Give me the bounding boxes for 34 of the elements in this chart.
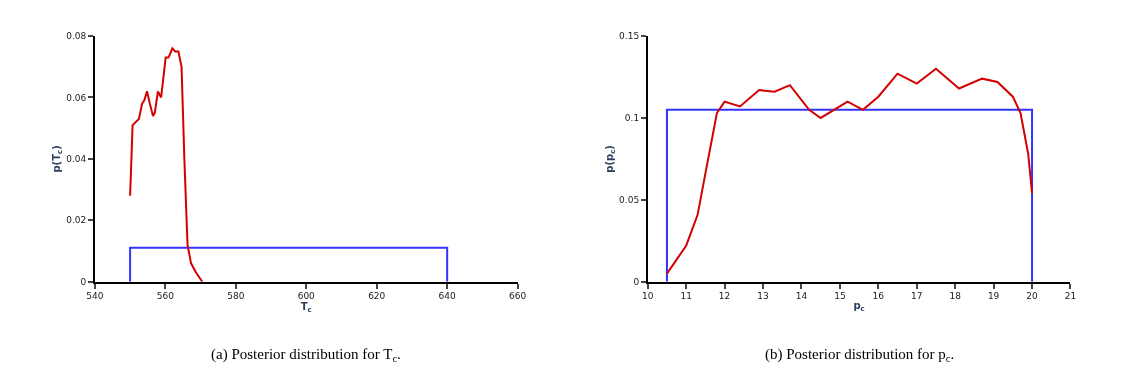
y-tick-label: 0.1: [624, 113, 640, 124]
x-axis-title: p$_{c}$: [853, 300, 865, 314]
y-tick-label: 0: [633, 276, 640, 287]
line-series: [129, 47, 204, 282]
x-tick-label: 20: [1026, 291, 1039, 302]
y-tick-label: 0.04: [66, 154, 87, 165]
x-tick-label: 14: [795, 291, 808, 302]
x-tick-label: 640: [438, 291, 457, 302]
x-axis-title: T$_{c}$: [300, 301, 312, 315]
text: (b) Posterior distribution for p$_{c}$.: [765, 346, 955, 365]
y-tick-label: 0.05: [619, 195, 640, 206]
x-tick-label: 19: [987, 291, 1000, 302]
x-tick-label: 560: [156, 291, 175, 302]
x-tick-label: 540: [86, 291, 104, 302]
x-tick-label: 10: [641, 291, 654, 302]
x-tick-label: 21: [1064, 291, 1077, 302]
y-tick-label: 0.02: [66, 215, 87, 226]
x-tick-label: 18: [949, 291, 962, 302]
x-tick-label: 13: [757, 291, 769, 302]
x-tick-label: 660: [509, 291, 527, 302]
text: (a) Posterior distribution for T$_{c}$.: [211, 346, 401, 365]
x-tick-label: 600: [297, 291, 316, 302]
x-tick-label: 12: [718, 291, 731, 302]
x-tick-label: 17: [911, 291, 923, 302]
x-tick-label: 11: [680, 291, 692, 302]
x-tick-label: 15: [834, 291, 846, 302]
y-tick-label: 0: [80, 276, 87, 287]
y-tick-label: 0.06: [66, 92, 87, 103]
x-tick-label: 16: [872, 291, 885, 302]
y-tick-label: 0.15: [619, 31, 640, 42]
y-tick-label: 0.08: [66, 31, 87, 42]
x-tick-label: 580: [227, 291, 245, 302]
x-tick-label: 620: [368, 291, 386, 302]
line-series: [665, 67, 1034, 275]
